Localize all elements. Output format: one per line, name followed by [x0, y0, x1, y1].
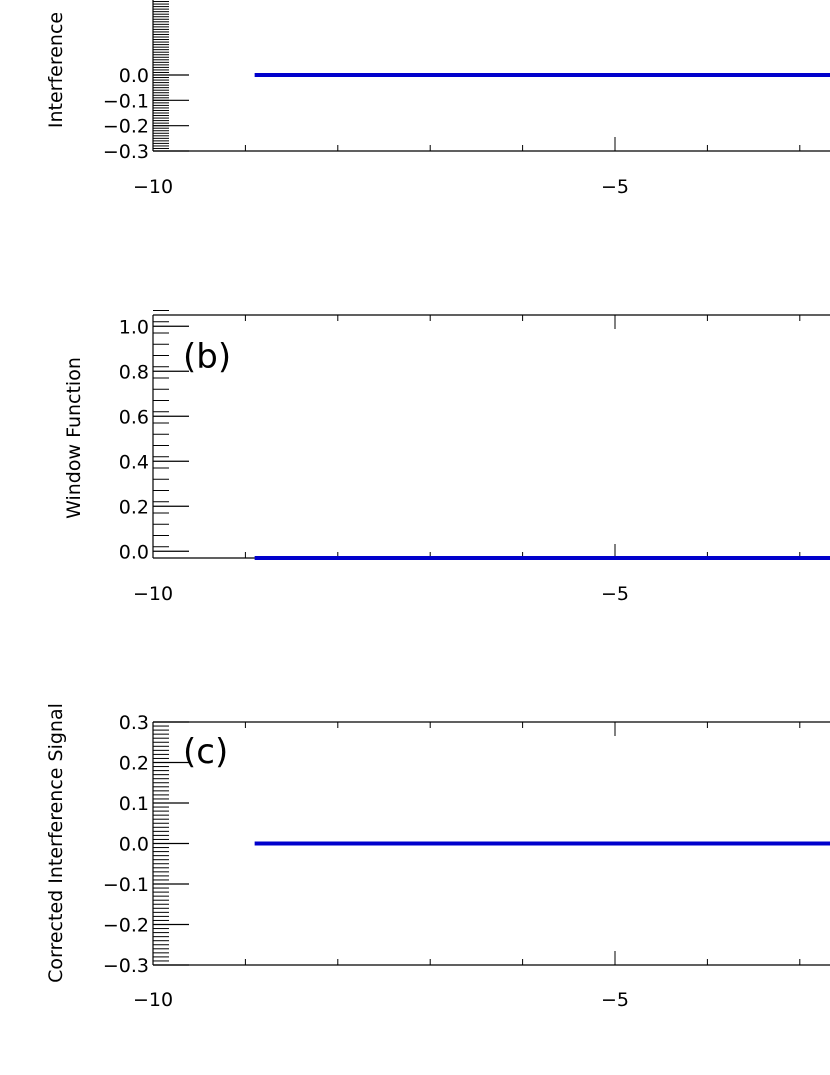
y-tick-label: −0.1: [103, 90, 149, 112]
panel-label: (b): [183, 337, 231, 377]
y-tick-label: 0.2: [119, 496, 149, 518]
y-axis-title: Window Function: [63, 357, 85, 519]
panel-b-window-function: 1.0 0.8 0.6 0.4 0.2 0.0 −10 −5 (b) Window Functio…: [63, 310, 830, 605]
y-axis-title: Interference: [45, 12, 67, 128]
y-tick-label: 0.2: [119, 753, 149, 775]
y-tick-label: −0.2: [103, 915, 149, 937]
y-tick-label: −0.3: [103, 955, 149, 977]
x-tick-label: −10: [133, 989, 173, 1011]
y-tick-label: 0.1: [119, 793, 149, 815]
panel-c-corrected-interference-signal: 0.3 0.2 0.1 0.0 −0.1 −0.2 −0.3 −10 −5 (c) Correcte…: [45, 703, 830, 1011]
y-tick-label: 0.4: [119, 451, 149, 473]
y-tick-label: −0.3: [103, 141, 149, 163]
y-tick-label: −0.2: [103, 116, 149, 138]
y-tick-label: 1.0: [119, 316, 149, 338]
y-tick-label: 0.3: [119, 712, 149, 734]
x-tick-label: −5: [601, 583, 629, 605]
x-tick-label: −5: [601, 989, 629, 1011]
panel-label: (c): [183, 732, 228, 772]
x-tick-label: −10: [133, 176, 173, 198]
x-tick-label: −10: [133, 583, 173, 605]
y-axis-title: Corrected Interference Signal: [45, 703, 67, 983]
panel-a-interference: 0.0 −0.1 −0.2 −0.3 −10 −5 Interference: [45, 0, 830, 198]
y-tick-label: −0.1: [103, 874, 149, 896]
y-tick-label: 0.6: [119, 406, 149, 428]
y-tick-label: 0.0: [119, 834, 149, 856]
x-tick-label: −5: [601, 176, 629, 198]
y-tick-label: 0.0: [119, 541, 149, 563]
y-tick-label: 0.0: [119, 65, 149, 87]
y-tick-label: 0.8: [119, 361, 149, 383]
